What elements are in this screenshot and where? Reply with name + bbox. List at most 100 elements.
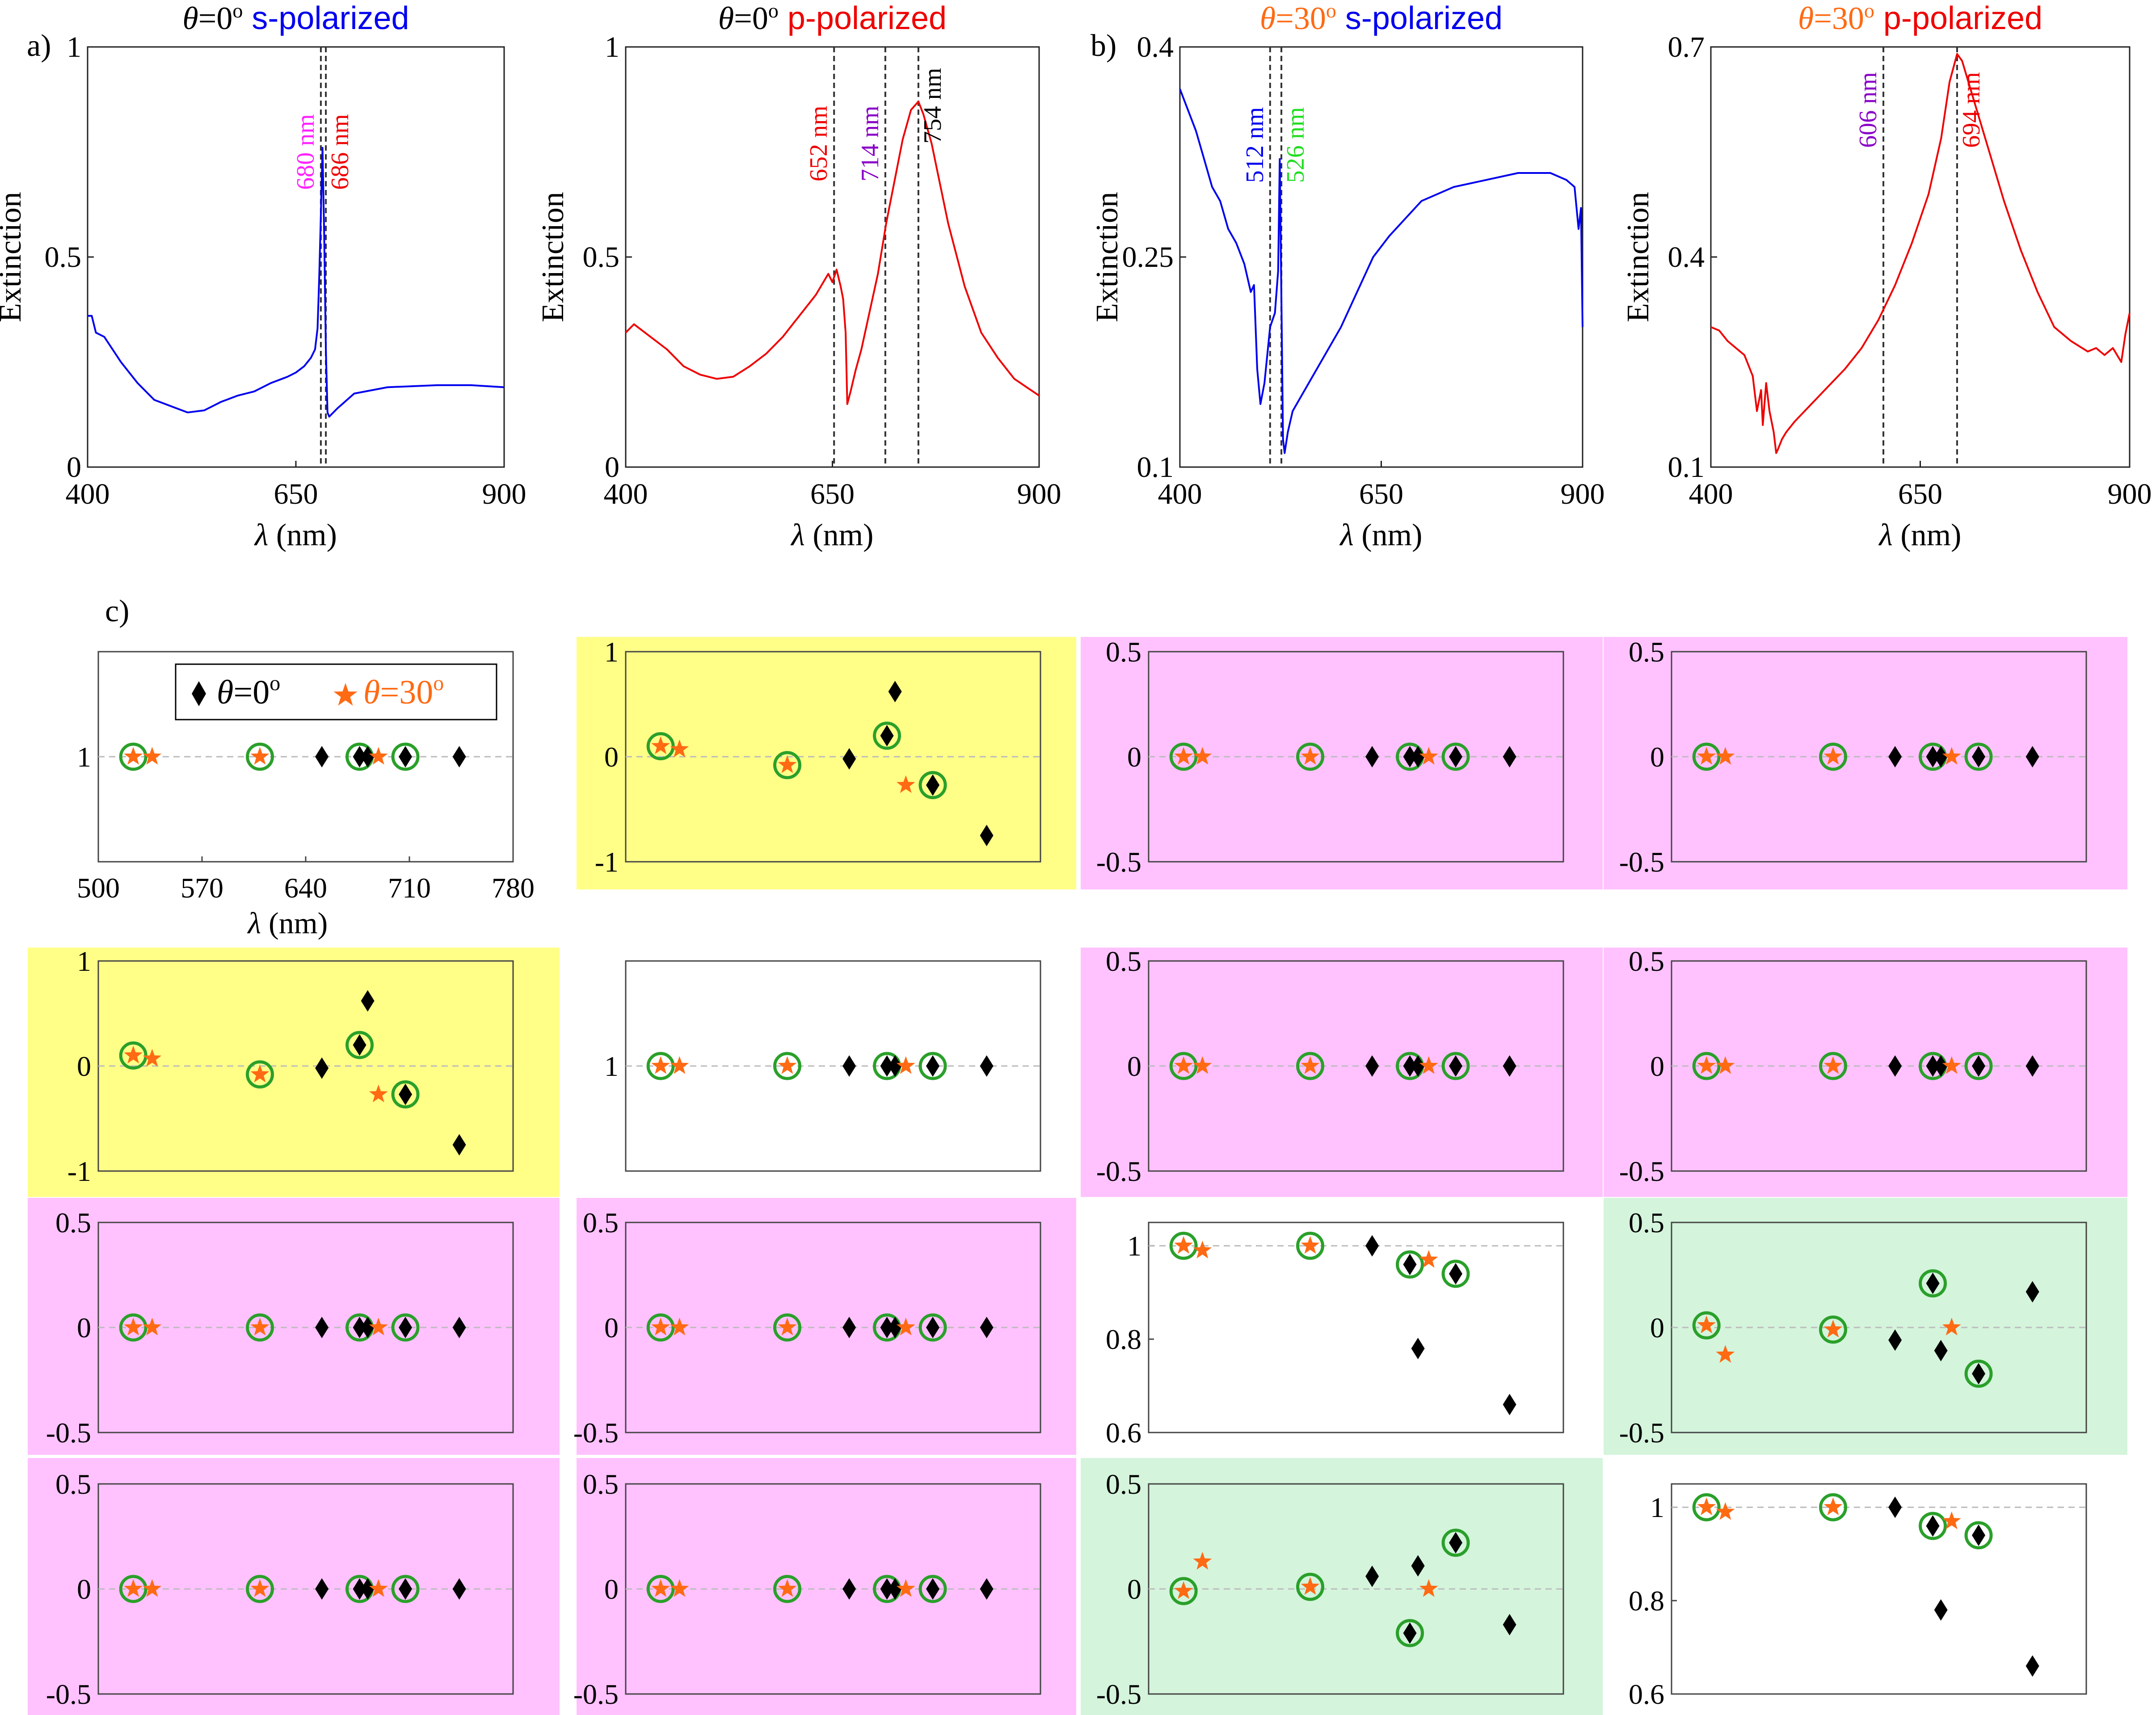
theta0-diamond-marker [1449, 1532, 1463, 1554]
extinction-curve [625, 101, 1040, 405]
theta30-star-marker [1716, 1502, 1735, 1520]
theta0-diamond-marker [1365, 1235, 1379, 1257]
y-tick-label: 0.25 [1122, 241, 1174, 274]
highlight-circle [1692, 1493, 1721, 1521]
y-axis-label: Extinction [536, 192, 570, 322]
theta0-diamond-marker [1403, 1622, 1417, 1644]
x-axis-label: λ (nm) [247, 906, 328, 940]
x-axis-label-symbol: λ [1878, 518, 1893, 552]
title-degree: o [1864, 0, 1874, 22]
x-axis-label-symbol: λ [254, 518, 268, 552]
legend-diamond-icon [192, 681, 206, 706]
title-angle-value: =30 [1814, 0, 1864, 36]
chart-title: θ=0o p-polarized [718, 0, 947, 36]
theta0-diamond-marker [452, 1317, 466, 1338]
y-tick-label: 0 [604, 741, 619, 773]
theta30-star-marker [778, 1579, 797, 1597]
x-axis-label: λ (nm) [254, 518, 337, 552]
grid-panel-4-1: 0.5 0 -0.5 [46, 1468, 514, 1710]
theta30-star-marker [369, 1318, 388, 1336]
y-tick-label: -0.5 [1096, 1155, 1141, 1187]
y-tick-label: -0.5 [1619, 1155, 1664, 1187]
y-tick-label: -0.5 [1096, 1678, 1141, 1710]
theta30-star-marker [670, 1579, 689, 1597]
theta0-diamond-marker [315, 746, 329, 767]
theta0-diamond-marker [880, 1578, 894, 1600]
theta0-diamond-marker [1403, 1055, 1417, 1077]
resonance-annotation: 680 nm [292, 114, 320, 190]
x-tick-label: 900 [2108, 478, 2152, 510]
y-tick-label: 1 [1650, 1492, 1664, 1523]
x-tick-label: 640 [284, 872, 327, 904]
theta0-diamond-marker [1888, 1329, 1902, 1351]
title-polarization: p-polarized [779, 0, 947, 36]
resonance-annotation: 694 nm [1958, 72, 1985, 148]
y-tick-label: 1 [605, 31, 619, 63]
theta30-star-marker [143, 1318, 162, 1336]
grid-panel-3-3: 1 0.8 0.6 [1106, 1222, 1564, 1449]
theta0-diamond-marker [1403, 746, 1417, 767]
legend-degree: o [270, 671, 280, 695]
theta0-diamond-marker [353, 746, 366, 767]
theta30-star-marker [1697, 1497, 1716, 1515]
highlight-circle [1964, 742, 1993, 771]
y-tick-label: 0.6 [1106, 1417, 1141, 1449]
theta30-star-marker [651, 1318, 670, 1336]
highlight-circle [1819, 1315, 1848, 1344]
theta30-star-marker [1697, 747, 1716, 765]
title-angle-value: =30 [1276, 0, 1326, 36]
theta30-star-marker [778, 1056, 797, 1074]
theta30-star-marker [1174, 1236, 1193, 1254]
legend-star-icon [333, 683, 358, 706]
theta30-star-marker [1697, 1315, 1716, 1334]
theta30-star-marker [651, 736, 670, 754]
theta30-star-marker [778, 755, 797, 773]
y-tick-label: -1 [67, 1155, 91, 1187]
legend-theta-symbol: θ [217, 674, 233, 711]
grid-panel-2-3: 0.5 0 -0.5 [1096, 945, 1564, 1187]
theta0-diamond-marker [842, 748, 856, 770]
x-tick-label: 650 [274, 478, 318, 510]
title-angle-symbol: θ [1798, 0, 1814, 36]
grid-panel-2-2: 1 [604, 960, 1041, 1172]
resonance-annotation: 512 nm [1241, 107, 1269, 183]
x-axis-label-symbol: λ [1339, 518, 1354, 552]
highlight-circle [1964, 1052, 1993, 1080]
theta0-diamond-marker [315, 1578, 329, 1600]
y-tick-label: 0 [77, 1312, 91, 1344]
theta0-diamond-marker [2025, 1281, 2039, 1303]
y-tick-label: 1 [604, 636, 619, 668]
theta30-star-marker [143, 747, 162, 765]
theta0-diamond-marker [361, 1578, 375, 1600]
y-tick-label: 0.5 [45, 241, 82, 274]
panel-highlight-background [1081, 1458, 1603, 1715]
y-tick-label: -0.5 [46, 1417, 91, 1449]
highlight-circle [391, 1080, 420, 1108]
highlight-circle [918, 1313, 947, 1342]
highlight-circle [773, 1052, 802, 1080]
theta30-star-marker [651, 1056, 670, 1074]
theta30-star-marker [250, 747, 270, 765]
y-tick-label: 0 [605, 451, 619, 484]
x-tick-label: 650 [810, 478, 855, 510]
theta0-diamond-marker [980, 1317, 994, 1338]
theta0-diamond-marker [1411, 1338, 1425, 1359]
resonance-annotation: 606 nm [1854, 72, 1882, 148]
highlight-circle [119, 1575, 147, 1603]
panel-highlight-background [577, 1458, 1076, 1715]
y-tick-label: 0.1 [1668, 451, 1705, 484]
y-tick-label: 1 [77, 741, 91, 773]
y-tick-label: 0.5 [55, 1468, 91, 1500]
y-tick-label: 0 [1127, 741, 1141, 773]
x-axis-label: λ (nm) [1878, 518, 1962, 552]
highlight-circle [391, 742, 420, 771]
y-tick-label: 1 [67, 31, 81, 63]
theta0-diamond-marker [1503, 1055, 1516, 1077]
theta30-star-marker [1193, 1056, 1212, 1074]
theta0-diamond-marker [399, 1083, 413, 1105]
highlight-circle [1441, 1052, 1470, 1080]
x-axis-label-text: (nm) [268, 518, 337, 552]
theta0-diamond-marker [353, 1578, 366, 1600]
theta0-diamond-marker [1449, 1055, 1463, 1077]
